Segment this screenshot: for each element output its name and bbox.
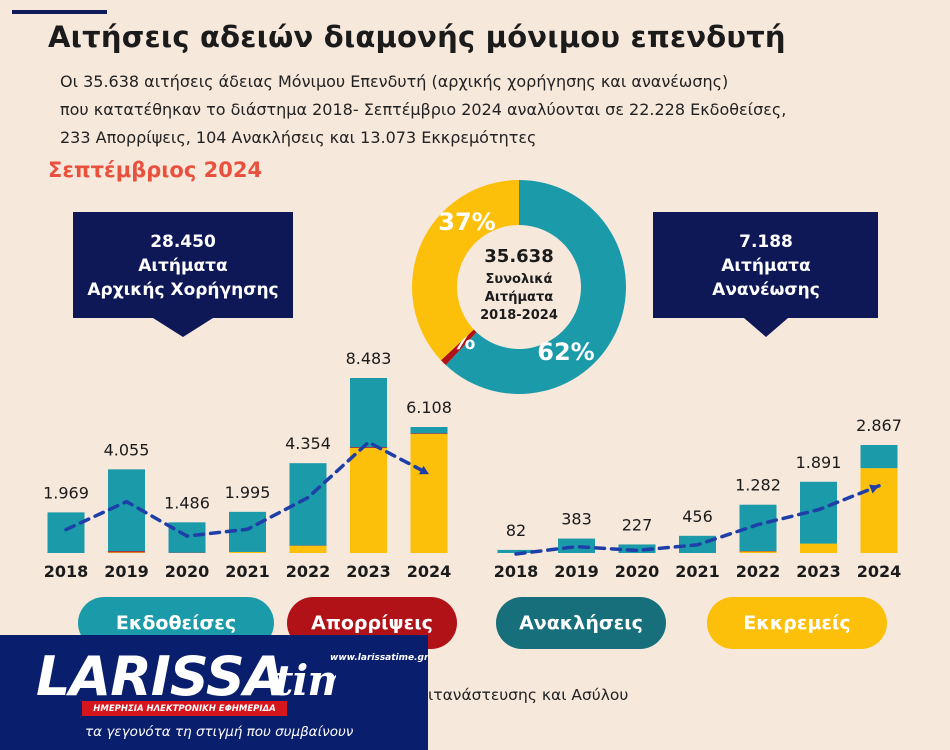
right-callout-line1: Αιτήματα [721,256,810,276]
initial-year-label-2021: 2021 [225,562,270,581]
donut-slice-2 [412,180,519,361]
initial-bar-2024-Εκδοθείσες [410,426,448,434]
initial-year-label-2023: 2023 [346,562,391,581]
renewal-year-label-2018: 2018 [494,562,539,581]
initial-bar-2019-Απορρίψεις [108,551,145,553]
date-label: Σεπτέμβριος 2024 [48,158,263,182]
svg-text:time: time [274,656,336,705]
initial-bar-2024-Απορρίψεις [410,433,448,434]
initial-total-label-2019: 4.055 [104,440,150,459]
initial-year-label-2022: 2022 [286,562,331,581]
donut-center-number: 35.638 [484,246,553,267]
renewal-bar-2022-Εκκρεμείς [739,551,777,553]
donut-center-line1: Συνολικά [486,272,553,287]
larissatime-logo: LARISSA time www.larissatime.gr ΗΜΕΡΗΣΙΑ… [0,635,428,750]
svg-text:LARISSA: LARISSA [36,645,285,705]
renewal-trend-arrowhead [869,484,879,494]
renewal-total-label-2020: 227 [622,515,653,534]
subtitle-line-3: 233 Απορρίψεις, 104 Ανακλήσεις και 13.07… [60,128,537,147]
legend-pending: Εκκρεμείς [707,597,887,649]
renewal-bar-chart: 82 2018 383 2019 227 2020 456 2021 1.282 2022 1.89… [494,416,902,581]
renewal-bar-2019-Εκδοθείσες [558,538,595,553]
renewal-year-label-2020: 2020 [615,562,660,581]
footnote-source: ιτανάστευσης και Ασύλου [428,686,629,704]
initial-bar-2022-Εκδοθείσες [289,463,327,546]
renewal-total-label-2024: 2.867 [856,416,902,435]
donut-center-line2: Αιτήματα [485,290,553,305]
donut-slice-0 [445,180,626,394]
renewal-year-label-2022: 2022 [736,562,781,581]
initial-bar-2023-Εκδοθείσες [350,378,387,448]
renewal-bar-2023-Εκκρεμείς [800,543,837,553]
initial-bar-2018-Εκδοθείσες [47,512,85,553]
initial-total-label-2022: 4.354 [285,434,331,453]
logo-strip: ΗΜΕΡΗΣΙΑ ΗΛΕΚΤΡΟΝΙΚΗ ΕΦΗΜΕΡΙΔΑ [82,701,287,716]
initial-grant-bar-chart: 1.969 2018 4.055 2019 1.486 2020 1.995 2021 4.35… [43,349,452,581]
renewal-total-label-2019: 383 [561,510,592,529]
renewal-bar-2024-Εκδοθείσες [860,445,898,469]
logo-wordmark: LARISSA time [36,645,378,718]
renewal-total-label-2018: 82 [506,521,526,540]
renewal-bar-2018-Εκδοθείσες [497,549,535,553]
renewal-year-label-2021: 2021 [675,562,720,581]
initial-year-label-2024: 2024 [407,562,452,581]
left-callout-box [73,212,293,337]
renewal-year-label-2024: 2024 [857,562,902,581]
left-callout-number: 28.450 [150,232,216,252]
initial-year-label-2019: 2019 [104,562,149,581]
initial-trend-line [64,440,431,538]
initial-year-label-2018: 2018 [44,562,89,581]
subtitle-line-2: που κατατέθηκαν το διάστημα 2018- Σεπτέμ… [60,100,787,119]
left-callout-line1: Αιτήματα [138,256,227,276]
renewal-year-label-2019: 2019 [554,562,599,581]
right-callout-line2: Ανανέωσης [712,280,820,300]
renewal-year-label-2023: 2023 [796,562,841,581]
logo-wordmark-graphic: LARISSA time [36,645,378,708]
renewal-total-label-2022: 1.282 [735,476,781,495]
initial-bar-2019-Εκκρεμείς [108,552,145,553]
initial-total-label-2018: 1.969 [43,483,89,502]
page-title: Αιτήσεις αδειών διαμονής μόνιμου επενδυτ… [48,20,786,54]
donut-center-line3: 2018-2024 [480,308,558,323]
right-callout-number: 7.188 [739,232,793,252]
top-accent-line [12,10,107,14]
renewal-trend-line [514,484,881,556]
initial-bar-2024-Εκκρεμείς [410,433,448,553]
initial-bar-2022-Εκκρεμείς [289,545,327,553]
initial-total-label-2024: 6.108 [406,398,452,417]
initial-year-label-2020: 2020 [165,562,210,581]
initial-total-label-2021: 1.995 [225,483,271,502]
initial-trend-arrowhead [419,465,429,475]
renewal-bar-2020-Εκδοθείσες [618,544,656,553]
donut-chart: 62%1%37% [412,180,626,394]
initial-bar-2021-Εκκρεμείς [229,551,266,553]
renewal-total-label-2023: 1.891 [796,453,842,472]
right-callout-box [653,212,878,337]
donut-slice-label-0: 62% [537,338,594,366]
logo-url: www.larissatime.gr [330,653,429,663]
initial-bar-2023-Απορρίψεις [350,447,387,448]
initial-bar-2023-Εκκρεμείς [350,447,387,553]
donut-slice-1 [441,329,477,365]
initial-total-label-2023: 8.483 [346,349,392,368]
subtitle-line-1: Οι 35.638 αιτήσεις άδειας Μόνιμου Επενδυ… [60,72,729,91]
initial-total-label-2020: 1.486 [164,493,210,512]
renewal-bar-2024-Εκκρεμείς [860,468,898,553]
logo-tagline: τα γεγονότα τη στιγμή που συμβαίνουν [85,724,354,740]
left-callout-line2: Αρχικής Χορήγησης [87,280,278,300]
legend-revoked: Ανακλήσεις [496,597,666,649]
donut-slice-label-2: 37% [438,208,495,236]
renewal-total-label-2021: 456 [682,507,713,526]
